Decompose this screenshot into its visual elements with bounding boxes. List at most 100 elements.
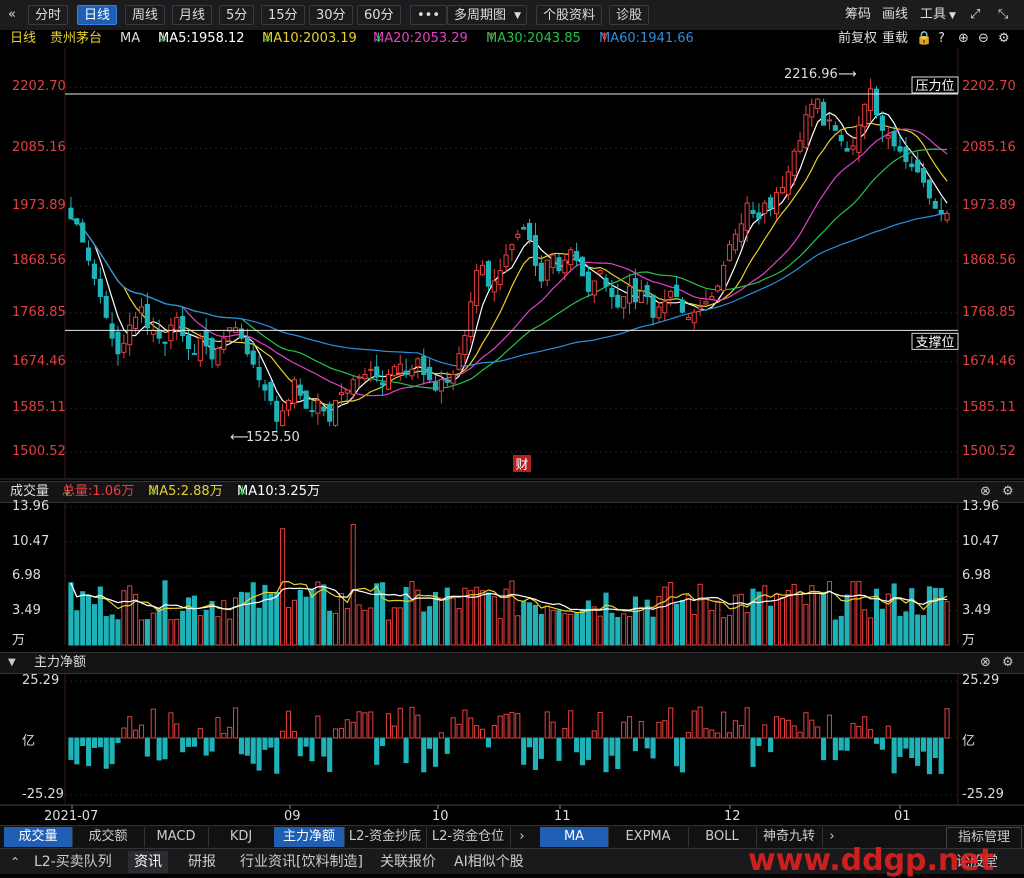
volume-bar[interactable] bbox=[468, 590, 474, 646]
volume-bar[interactable] bbox=[650, 616, 656, 646]
collapse-icon[interactable]: « bbox=[8, 7, 16, 22]
candle-body[interactable] bbox=[685, 316, 691, 321]
candle-body[interactable] bbox=[650, 294, 656, 318]
candle-body[interactable] bbox=[868, 88, 874, 111]
candle-body[interactable] bbox=[86, 247, 92, 261]
candle-body[interactable] bbox=[538, 262, 544, 282]
candle-body[interactable] bbox=[762, 202, 768, 214]
flow-bar[interactable] bbox=[427, 737, 433, 749]
volume-bar[interactable] bbox=[168, 619, 174, 646]
candle-body[interactable] bbox=[397, 363, 403, 374]
volume-bar[interactable] bbox=[891, 583, 897, 646]
volume-bar[interactable] bbox=[873, 588, 880, 646]
volume-bar[interactable] bbox=[321, 584, 327, 646]
flow-bar[interactable] bbox=[374, 737, 380, 765]
adjust-button[interactable]: 前复权 bbox=[838, 31, 878, 46]
candle-body[interactable] bbox=[632, 278, 638, 303]
flow-bar[interactable] bbox=[926, 737, 932, 775]
candle-body[interactable] bbox=[356, 376, 362, 379]
flow-bar[interactable] bbox=[280, 730, 286, 739]
candle-body[interactable] bbox=[844, 148, 850, 152]
volume-bar[interactable] bbox=[456, 608, 462, 646]
candle-body[interactable] bbox=[944, 212, 950, 221]
volume-bar[interactable] bbox=[274, 591, 280, 646]
flow-bar[interactable] bbox=[932, 737, 938, 759]
flow-bar[interactable] bbox=[826, 714, 833, 739]
flow-bar[interactable] bbox=[868, 729, 874, 739]
candle-body[interactable] bbox=[768, 197, 774, 209]
flow-bar[interactable] bbox=[503, 713, 509, 739]
volume-bar[interactable] bbox=[297, 589, 303, 646]
candle-body[interactable] bbox=[409, 368, 415, 377]
volume-bar[interactable] bbox=[409, 580, 415, 646]
candle-body[interactable] bbox=[609, 287, 615, 298]
flow-bar[interactable] bbox=[515, 713, 521, 739]
volume-bar[interactable] bbox=[503, 588, 509, 646]
volume-bar[interactable] bbox=[909, 588, 915, 646]
candle-body[interactable] bbox=[732, 233, 738, 251]
volume-bar[interactable] bbox=[127, 585, 133, 646]
candle-body[interactable] bbox=[591, 280, 597, 296]
settings-icon[interactable]: ⚙ bbox=[1002, 655, 1014, 670]
flow-title[interactable]: 主力净额 bbox=[34, 655, 87, 670]
volume-bar[interactable] bbox=[227, 618, 233, 646]
candle-body[interactable] bbox=[785, 171, 791, 195]
volume-bar[interactable] bbox=[385, 619, 392, 646]
volume-bar[interactable] bbox=[779, 597, 785, 646]
candle-body[interactable] bbox=[456, 353, 462, 370]
candle-body[interactable] bbox=[462, 335, 468, 355]
flow-bar[interactable] bbox=[233, 707, 239, 739]
volume-bar[interactable] bbox=[938, 588, 944, 646]
volume-bar[interactable] bbox=[868, 617, 874, 646]
volume-bar[interactable] bbox=[585, 600, 591, 646]
flow-bar[interactable] bbox=[491, 724, 497, 739]
tab-forum[interactable]: 论股堂 bbox=[956, 854, 998, 870]
candle-body[interactable] bbox=[432, 381, 439, 391]
volume-bar[interactable] bbox=[879, 608, 885, 646]
flow-bar[interactable] bbox=[832, 737, 838, 761]
flow-bar[interactable] bbox=[773, 716, 780, 739]
volume-bar[interactable] bbox=[115, 619, 121, 646]
candle-body[interactable] bbox=[109, 323, 115, 339]
candle-body[interactable] bbox=[374, 366, 380, 378]
flow-bar[interactable] bbox=[585, 737, 591, 760]
flow-bar[interactable] bbox=[873, 737, 880, 744]
volume-bar[interactable] bbox=[444, 587, 450, 646]
flow-bar[interactable] bbox=[385, 713, 392, 739]
volume-bar[interactable] bbox=[756, 591, 762, 646]
volume-bar[interactable] bbox=[662, 586, 668, 646]
flow-bar[interactable] bbox=[156, 737, 162, 761]
volume-bar[interactable] bbox=[233, 597, 239, 646]
flow-bar[interactable] bbox=[644, 737, 650, 749]
volume-bar[interactable] bbox=[538, 613, 544, 646]
volume-bar[interactable] bbox=[821, 591, 827, 646]
candle-body[interactable] bbox=[74, 218, 80, 225]
candle-body[interactable] bbox=[209, 338, 215, 360]
volume-bar[interactable] bbox=[532, 604, 539, 646]
candle-body[interactable] bbox=[626, 285, 633, 304]
volume-bar[interactable] bbox=[738, 593, 744, 646]
flow-bar[interactable] bbox=[479, 728, 486, 739]
volume-bar[interactable] bbox=[215, 616, 221, 646]
flow-bar[interactable] bbox=[227, 726, 233, 739]
flow-bar[interactable] bbox=[944, 708, 950, 739]
volume-bar[interactable] bbox=[903, 611, 909, 646]
candle-body[interactable] bbox=[615, 294, 621, 308]
candle-body[interactable] bbox=[709, 296, 715, 300]
volume-bar[interactable] bbox=[238, 591, 245, 646]
settings-icon[interactable]: ⚙ bbox=[1002, 484, 1014, 499]
candle-body[interactable] bbox=[427, 366, 433, 381]
fullscreen-icon[interactable]: ⤢ bbox=[970, 7, 981, 22]
candle-body[interactable] bbox=[509, 244, 515, 250]
flow-bar[interactable] bbox=[603, 737, 609, 773]
volume-bar[interactable] bbox=[185, 597, 192, 646]
flow-bar[interactable] bbox=[368, 711, 374, 739]
candle-body[interactable] bbox=[791, 150, 797, 176]
volume-bar[interactable] bbox=[450, 597, 456, 646]
candle-body[interactable] bbox=[879, 115, 885, 131]
candle-body[interactable] bbox=[697, 306, 703, 310]
flow-bar[interactable] bbox=[591, 730, 597, 739]
volume-bar[interactable] bbox=[415, 589, 421, 646]
flow-bar[interactable] bbox=[432, 737, 439, 767]
volume-bar[interactable] bbox=[68, 582, 74, 646]
